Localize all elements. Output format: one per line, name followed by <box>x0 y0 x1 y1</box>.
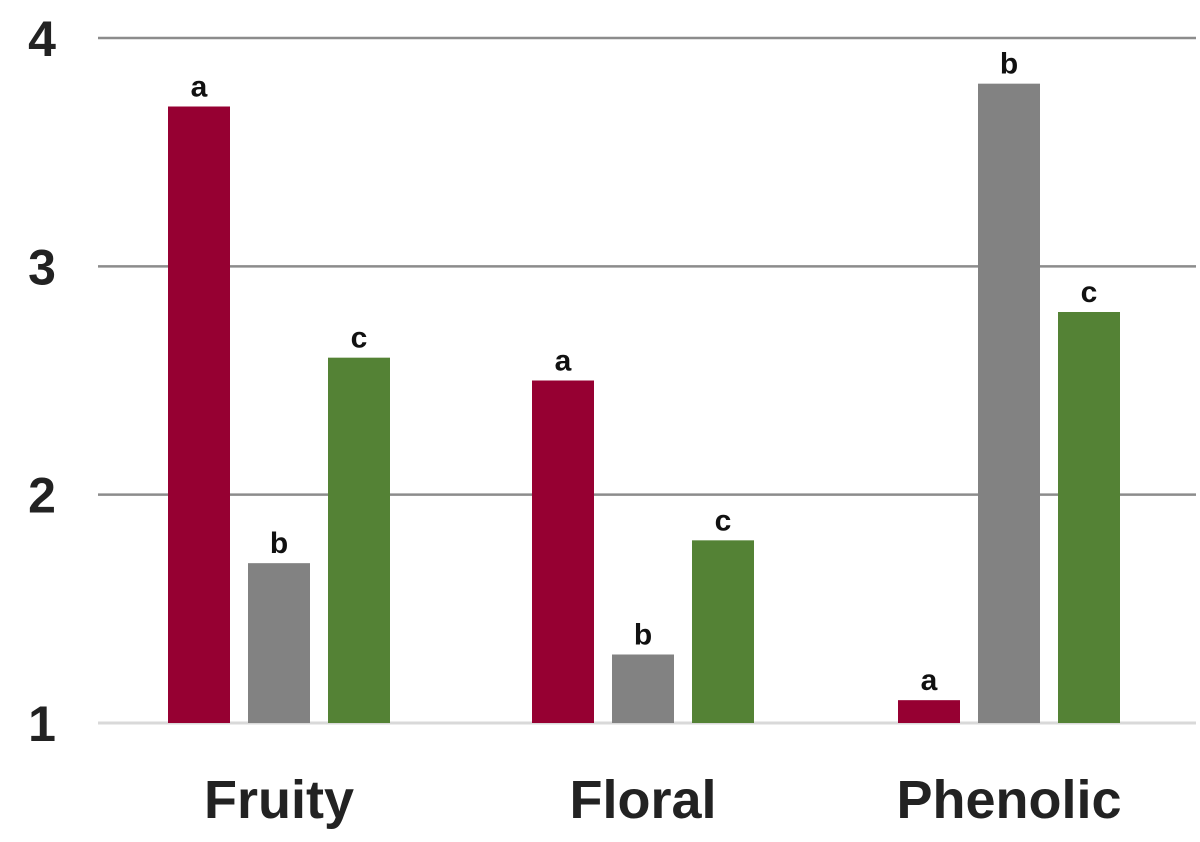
y-tick-label: 4 <box>28 11 56 67</box>
y-axis-ticks: 1 2 3 4 <box>28 11 56 752</box>
bar-data-label: b <box>634 619 652 652</box>
bar-fruity-1 <box>168 106 230 723</box>
bar-phenolic-2 <box>978 83 1040 723</box>
bar-data-label: a <box>191 71 208 104</box>
y-tick-label: 2 <box>28 468 56 524</box>
x-category-label: Fruity <box>204 770 354 830</box>
bar-fruity-2 <box>248 563 310 723</box>
bar-data-label: a <box>555 345 572 378</box>
bar-data-label: c <box>715 504 732 537</box>
x-category-label: Floral <box>569 770 716 830</box>
bars <box>168 83 1120 723</box>
bar-data-label: b <box>1000 48 1018 81</box>
bar-floral-2 <box>612 654 674 723</box>
y-tick-label: 1 <box>28 696 56 752</box>
bar-phenolic-3 <box>1058 312 1120 723</box>
y-tick-label: 3 <box>28 239 56 295</box>
bar-letter-labels: a b c a b c a b c <box>191 48 1098 698</box>
x-axis-categories: Fruity Floral Phenolic <box>204 770 1122 830</box>
bar-data-label: b <box>270 527 288 560</box>
x-category-label: Phenolic <box>896 770 1121 830</box>
bar-data-label: c <box>1081 276 1098 309</box>
bar-phenolic-1 <box>898 700 960 723</box>
bar-floral-3 <box>692 540 754 723</box>
bar-data-label: a <box>921 664 938 697</box>
bar-data-label: c <box>351 322 368 355</box>
bar-fruity-3 <box>328 357 390 723</box>
bar-floral-1 <box>532 380 594 723</box>
